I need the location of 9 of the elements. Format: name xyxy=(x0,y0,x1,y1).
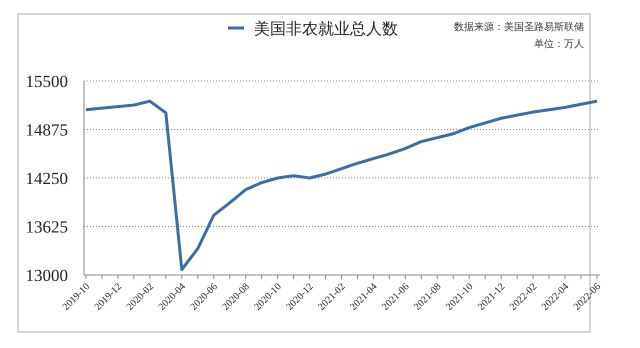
y-tick-label: 13000 xyxy=(26,266,68,285)
source-note: 数据来源：美国圣路易斯联储 xyxy=(454,21,584,33)
text: 单位：万人 xyxy=(534,38,584,50)
legend-label: 美国非农就业总人数 xyxy=(254,20,398,38)
y-tick-label: 15500 xyxy=(26,72,68,91)
line-series xyxy=(84,100,598,272)
y-tick-label: 14875 xyxy=(26,120,68,140)
y-tick-label: 13625 xyxy=(26,218,68,236)
y-tick-label: 14250 xyxy=(26,169,68,188)
